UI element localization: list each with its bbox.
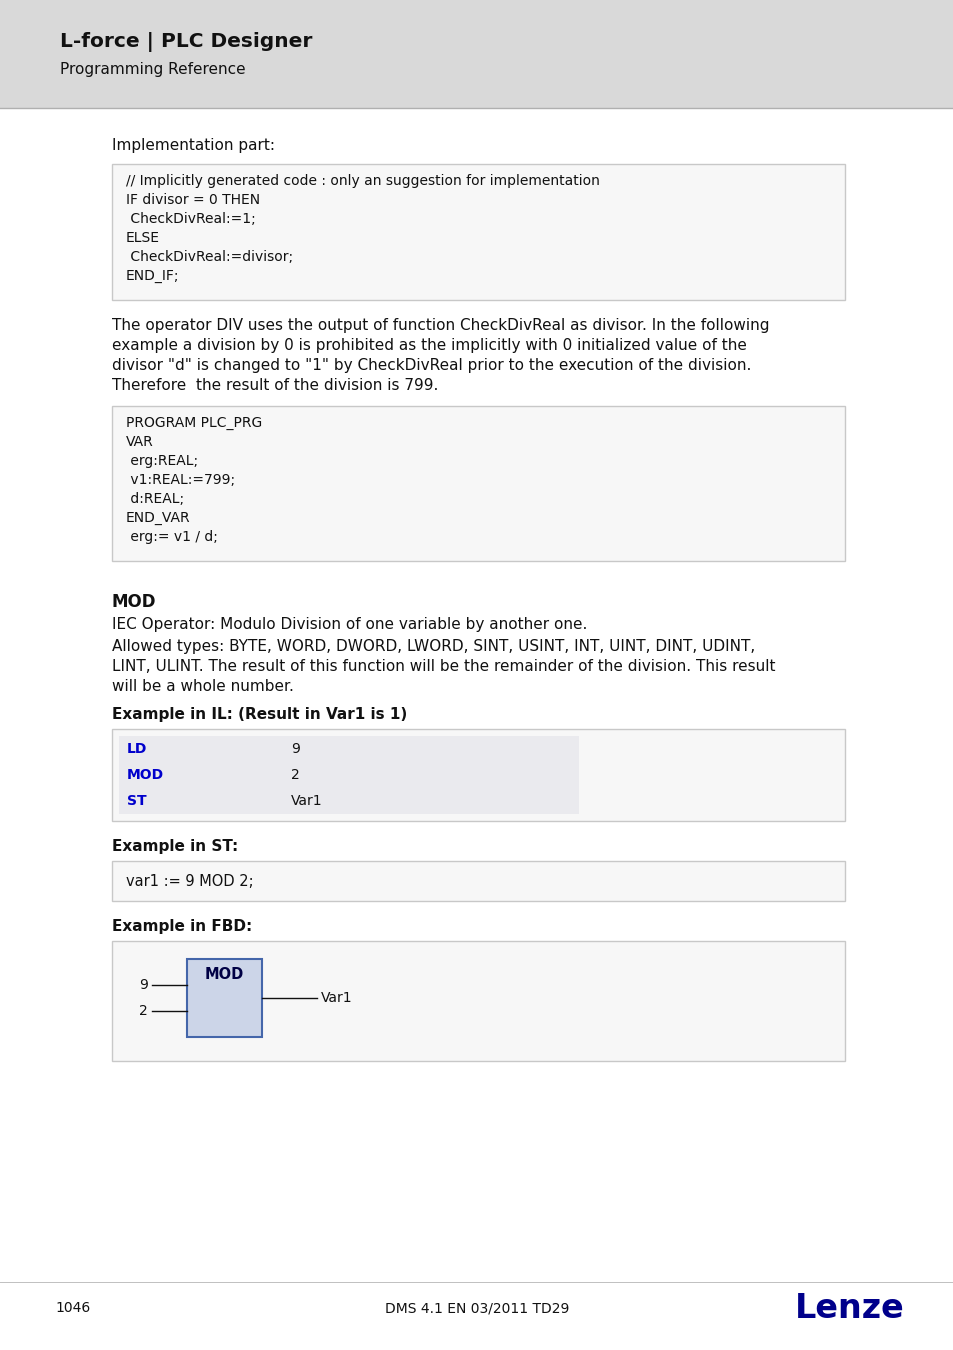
Text: The operator DIV uses the output of function CheckDivReal as divisor. In the fol: The operator DIV uses the output of func… [112,319,769,333]
Text: v1:REAL:=799;: v1:REAL:=799; [126,472,234,487]
Bar [112,941,844,1061]
Text: MOD: MOD [205,967,244,981]
Text: Therefore  the result of the division is 799.: Therefore the result of the division is … [112,378,438,393]
Text: 2: 2 [291,768,299,782]
Text: Lenze: Lenze [795,1292,904,1324]
Bar [278,736,498,761]
Text: will be a whole number.: will be a whole number. [112,679,294,694]
Text: 9: 9 [139,977,148,992]
Text: VAR: VAR [126,435,153,450]
Bar [112,406,844,562]
Bar [187,958,262,1037]
Text: d:REAL;: d:REAL; [126,491,184,506]
Text: Example in IL: (Result in Var1 is 1): Example in IL: (Result in Var1 is 1) [112,707,407,722]
Text: CheckDivReal:=divisor;: CheckDivReal:=divisor; [126,250,293,265]
Text: L-force | PLC Designer: L-force | PLC Designer [60,32,312,53]
Bar [498,736,578,761]
Text: divisor "d" is changed to "1" by CheckDivReal prior to the execution of the divi: divisor "d" is changed to "1" by CheckDi… [112,358,751,373]
Text: Example in FBD:: Example in FBD: [112,919,252,934]
Text: erg:= v1 / d;: erg:= v1 / d; [126,531,217,544]
Bar [498,788,578,814]
Bar [498,761,578,788]
Text: var1 := 9 MOD 2;: var1 := 9 MOD 2; [126,873,253,888]
Text: Example in ST:: Example in ST: [112,838,238,855]
Text: 9: 9 [291,743,299,756]
Bar [278,788,498,814]
Text: 2: 2 [139,1004,148,1018]
Bar [119,788,278,814]
Text: END_VAR: END_VAR [126,512,191,525]
Text: DMS 4.1 EN 03/2011 TD29: DMS 4.1 EN 03/2011 TD29 [384,1301,569,1315]
Text: // Implicitly generated code : only an suggestion for implementation: // Implicitly generated code : only an s… [126,174,599,188]
Text: END_IF;: END_IF; [126,269,179,284]
Text: IF divisor = 0 THEN: IF divisor = 0 THEN [126,193,260,207]
Bar [112,861,844,900]
Bar [119,736,278,761]
Text: example a division by 0 is prohibited as the implicitly with 0 initialized value: example a division by 0 is prohibited as… [112,338,746,352]
Text: IEC Operator: Modulo Division of one variable by another one.: IEC Operator: Modulo Division of one var… [112,617,587,632]
Text: erg:REAL;: erg:REAL; [126,454,198,468]
Text: ELSE: ELSE [126,231,160,244]
Bar [278,761,498,788]
Text: Programming Reference: Programming Reference [60,62,245,77]
Text: MOD: MOD [127,768,164,782]
Text: PROGRAM PLC_PRG: PROGRAM PLC_PRG [126,416,262,431]
Text: CheckDivReal:=1;: CheckDivReal:=1; [126,212,255,225]
Text: MOD: MOD [112,593,156,612]
Text: 1046: 1046 [55,1301,91,1315]
Text: Var1: Var1 [291,794,322,809]
Text: Implementation part:: Implementation part: [112,138,274,153]
Bar [112,163,844,300]
Bar [0,0,953,108]
Bar [119,761,278,788]
Text: ST: ST [127,794,147,809]
Bar [112,729,844,821]
Text: LINT, ULINT. The result of this function will be the remainder of the division. : LINT, ULINT. The result of this function… [112,659,775,674]
Text: Allowed types: BYTE, WORD, DWORD, LWORD, SINT, USINT, INT, UINT, DINT, UDINT,: Allowed types: BYTE, WORD, DWORD, LWORD,… [112,639,755,653]
Text: Var1: Var1 [320,991,353,1004]
Text: LD: LD [127,743,147,756]
